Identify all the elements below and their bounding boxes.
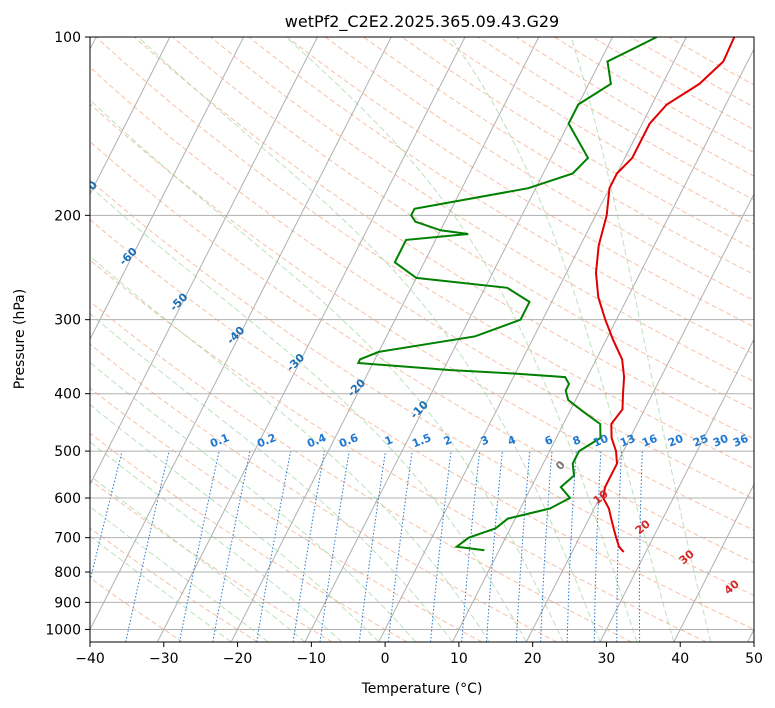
dry-adiabat-line xyxy=(90,218,754,630)
moist-adiabat-line xyxy=(570,37,712,642)
y-tick-label: 900 xyxy=(54,595,81,611)
mixing-ratio-label: 20 xyxy=(666,432,685,450)
x-axis-label: Temperature (°C) xyxy=(361,681,483,697)
y-axis: 100 200 300 400 500 600 700 800 900 1000 xyxy=(45,30,90,638)
mixing-ratio-label: 36 xyxy=(731,432,750,450)
mixing-ratio-line xyxy=(566,451,577,642)
dry-adiabat-line xyxy=(90,140,754,564)
y-tick-label: 800 xyxy=(54,565,81,581)
x-tick-label: −20 xyxy=(223,651,253,667)
moist-adiabat-line xyxy=(137,37,601,642)
y-tick-label: 1000 xyxy=(45,622,81,638)
x-tick-label: 30 xyxy=(598,651,616,667)
y-tick-label: 400 xyxy=(54,387,81,403)
y-tick-label: 500 xyxy=(54,444,81,460)
mixing-ratio-line xyxy=(638,451,643,642)
mixing-ratio-label: 1 xyxy=(383,433,395,448)
dewpoint-line xyxy=(356,37,658,552)
isotherm-line xyxy=(230,37,540,642)
x-tick-label: 50 xyxy=(745,651,763,667)
moist-adiabat-line xyxy=(90,185,527,642)
isotherm-line xyxy=(525,193,754,642)
x-tick-label: −10 xyxy=(297,651,327,667)
mixing-ratio-label: 3 xyxy=(479,433,491,448)
isotherm-line xyxy=(599,338,754,642)
mixing-ratio-line xyxy=(593,451,602,642)
isotherm-line xyxy=(90,37,171,196)
dry-adiabat-line xyxy=(286,37,754,328)
mixing-ratio-label: 25 xyxy=(691,432,710,450)
dry-adiabat-line xyxy=(90,343,557,642)
dry-adiabat-line xyxy=(90,387,483,642)
background-lines: -100-90-80-70-60-50-40-30-20-100 0.10.20… xyxy=(0,37,754,642)
dry-adiabat-line xyxy=(210,37,754,383)
x-tick-label: 40 xyxy=(671,651,689,667)
dry-adiabat-line xyxy=(90,300,632,642)
y-tick-label: 700 xyxy=(54,531,81,547)
isotherm-line xyxy=(156,37,466,642)
moist-adiabat-line xyxy=(285,37,638,642)
plot-frame xyxy=(89,36,755,643)
y-tick-label: 600 xyxy=(54,491,81,507)
moist-adiabats xyxy=(90,37,712,642)
mixing-ratio-line xyxy=(616,451,622,642)
chart-title: wetPf2_C2E2.2025.365.09.43.G29 xyxy=(285,12,559,32)
mixing-ratio-line xyxy=(90,450,123,583)
moist-adiabat-line xyxy=(90,361,416,642)
mixing-ratio-label: 10 xyxy=(591,432,610,450)
dry-adiabat-line xyxy=(90,66,754,500)
isotherm-line xyxy=(90,37,392,631)
mixing-ratio-label: 13 xyxy=(618,432,637,450)
moist-adiabat-line xyxy=(90,506,269,642)
moist-adiabat-line xyxy=(90,255,490,642)
mixing-ratio-line xyxy=(461,451,481,642)
dry-adiabat-line xyxy=(248,37,754,355)
moist-adiabat-line xyxy=(90,99,564,642)
dry-adiabat-line xyxy=(90,259,707,642)
mixing-ratio-line xyxy=(179,450,220,642)
isotherm-line xyxy=(90,37,319,486)
isotherm-label: -80 xyxy=(29,127,52,150)
isotherm-line xyxy=(90,37,245,341)
temperature-line xyxy=(594,37,736,553)
y-axis-label: Pressure (hPa) xyxy=(12,289,28,389)
mixing-ratio-labels: 0.1 0.2 0.4 0.6 1 1.5 2 3 4 6 8 10 13 16 20 25 30 36 xyxy=(208,431,750,450)
mixing-ratio-line xyxy=(430,451,452,642)
profiles xyxy=(356,37,736,553)
isobars xyxy=(90,214,754,630)
isotherm-line xyxy=(673,483,754,642)
isotherm-label: -70 xyxy=(77,178,100,201)
dry-adiabat-line xyxy=(172,37,754,411)
x-tick-label: 20 xyxy=(524,651,542,667)
mixing-ratio-line xyxy=(125,450,170,642)
x-tick-label: −30 xyxy=(149,651,179,667)
mixing-ratio-label: 2 xyxy=(442,433,454,448)
x-tick-label: 0 xyxy=(381,651,390,667)
dry-adiabat-line xyxy=(90,103,754,531)
x-tick-label: −40 xyxy=(75,651,105,667)
x-axis: −40 −30 −20 −10 0 10 20 30 40 50 xyxy=(75,642,763,667)
isotherm-label: -90 xyxy=(0,80,3,103)
x-tick-label: 10 xyxy=(450,651,468,667)
moist-adiabat-line xyxy=(90,441,343,642)
isotherm-line xyxy=(378,37,687,642)
mixing-ratio-label: 30 xyxy=(711,432,730,450)
y-tick-label: 300 xyxy=(54,313,81,329)
mixing-ratio-label: 16 xyxy=(640,432,659,450)
mixing-ratio-line xyxy=(540,451,553,642)
mixing-ratio-line xyxy=(515,451,531,642)
mixing-ratio-line xyxy=(486,451,503,642)
dry-adiabat-line xyxy=(90,179,754,597)
mixing-ratio-lines xyxy=(90,450,643,642)
dry-adiabats xyxy=(90,37,754,642)
y-tick-label: 100 xyxy=(54,30,81,46)
dry-adiabat-line xyxy=(90,577,183,642)
y-tick-label: 200 xyxy=(54,208,81,224)
mixing-ratio-label: 8 xyxy=(571,433,583,448)
